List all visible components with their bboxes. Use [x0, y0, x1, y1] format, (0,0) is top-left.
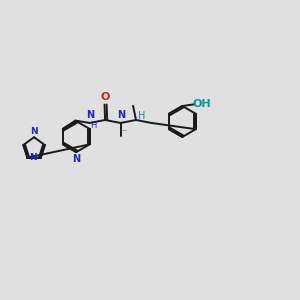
Text: N: N [30, 127, 38, 136]
Text: H: H [90, 121, 96, 130]
Text: methyl: methyl [123, 130, 128, 131]
Text: N: N [86, 110, 94, 120]
Text: N: N [29, 153, 37, 162]
Text: H: H [138, 111, 145, 122]
Text: N: N [117, 110, 125, 120]
Text: O: O [101, 92, 110, 102]
Text: OH: OH [192, 99, 211, 109]
Text: N: N [72, 154, 80, 164]
